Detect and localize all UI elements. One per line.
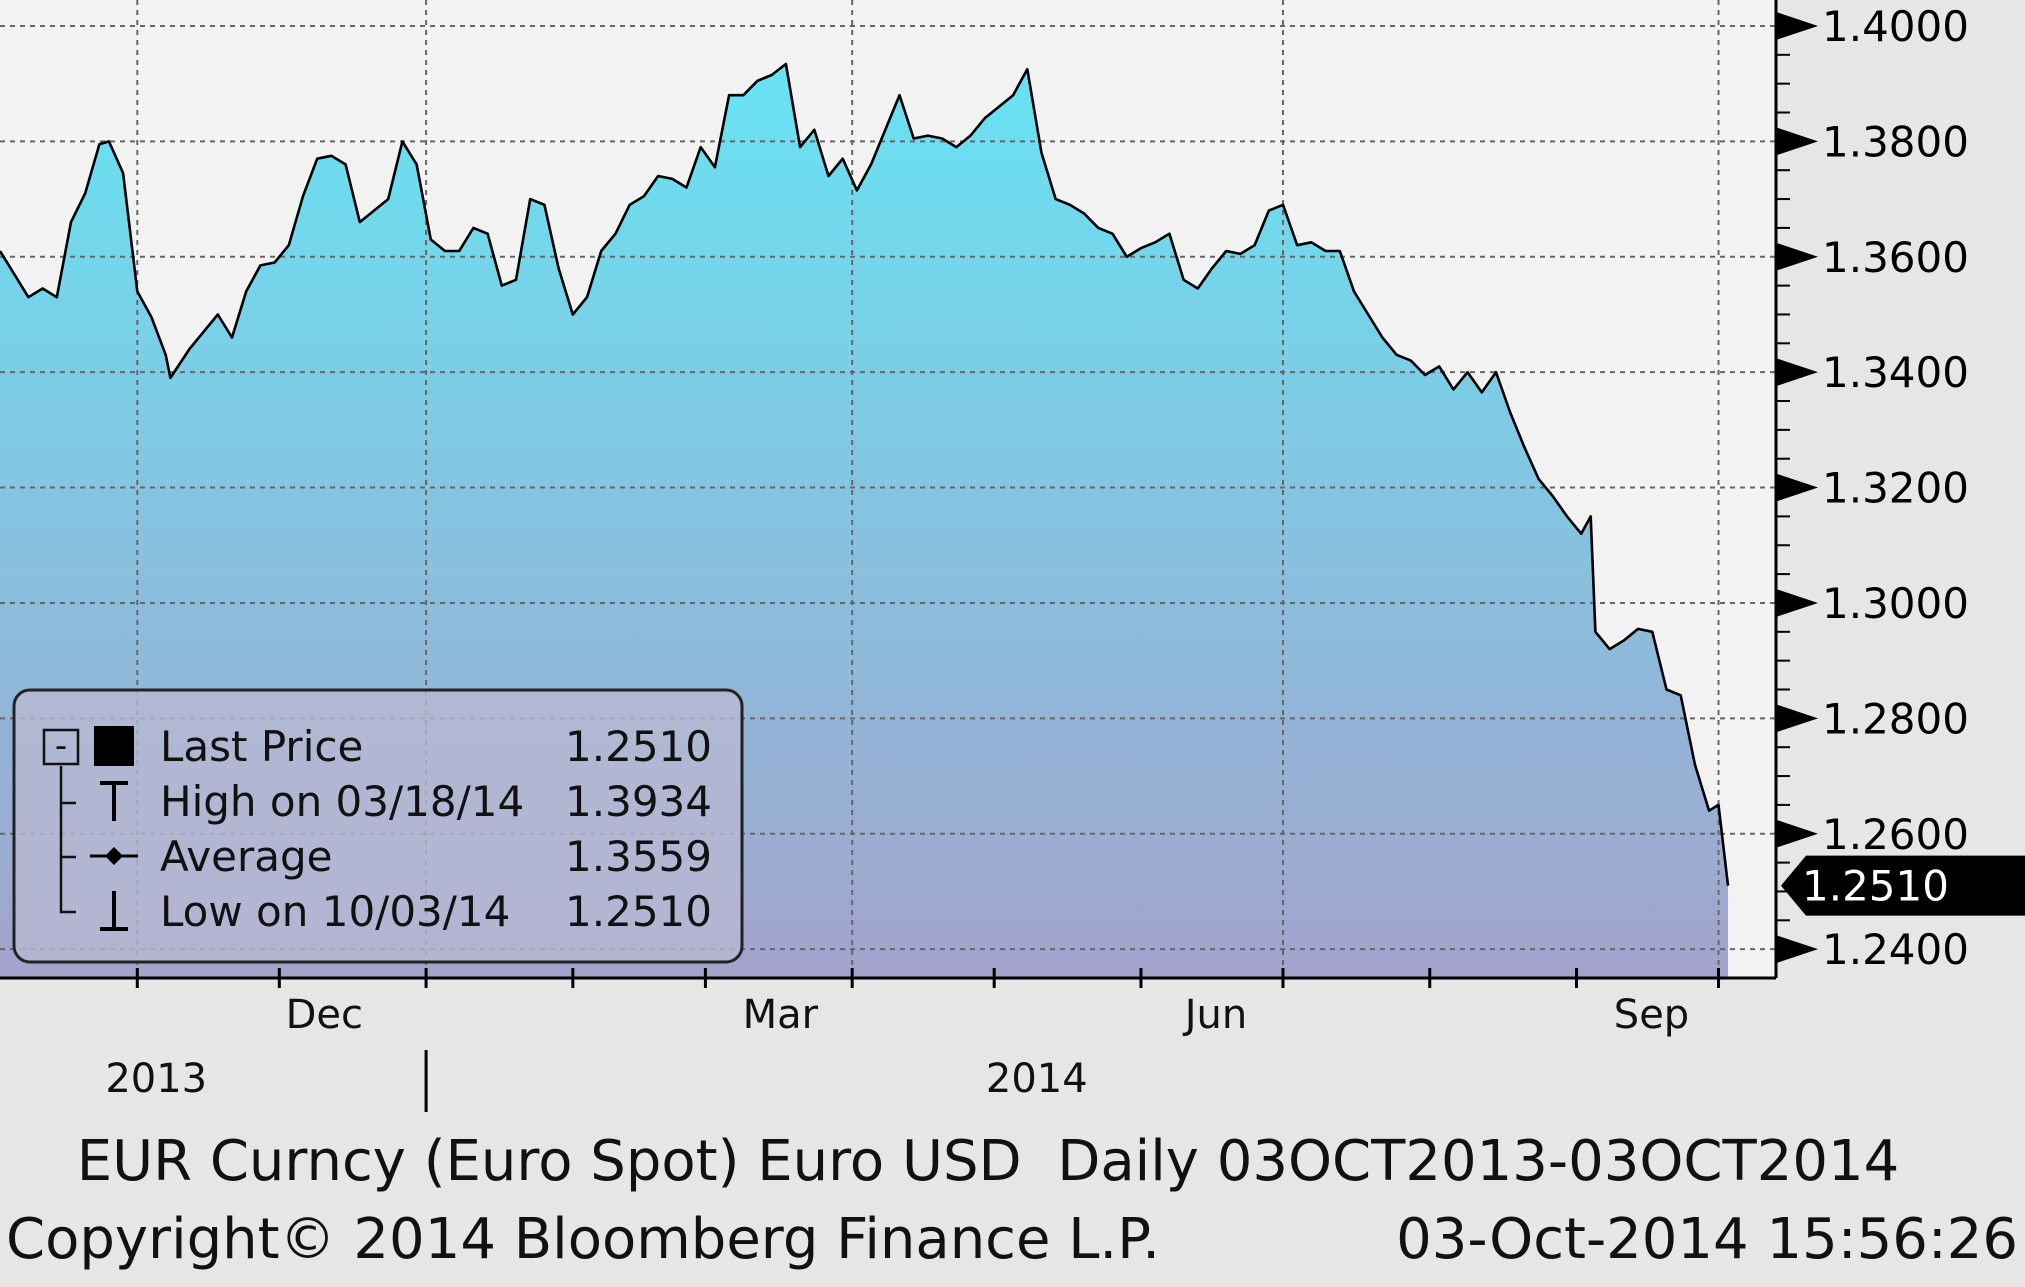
series-line-last-price xyxy=(0,62,1730,886)
y-tick-label: 1.3200 xyxy=(1822,464,1969,513)
x-tick-label: Dec xyxy=(286,992,363,1038)
legend-label: Average xyxy=(160,832,332,881)
footer-timestamp: 03-Oct-2014 15:56:26 xyxy=(1396,1207,2018,1272)
y-tick-marker xyxy=(1776,819,1818,848)
legend-item: Last Price 1.2510 xyxy=(94,722,712,771)
legend-square-icon xyxy=(94,726,134,766)
year-label: 2014 xyxy=(986,1056,1088,1102)
y-tick-label: 1.3400 xyxy=(1822,348,1969,397)
y-tick-marker xyxy=(1776,11,1818,40)
collapse-box-icon[interactable] xyxy=(42,728,80,766)
legend-box xyxy=(12,688,744,964)
collapse-glyph: - xyxy=(55,726,67,766)
footer-title: EUR Curncy (Euro Spot) Euro USD Daily 03… xyxy=(77,1129,1900,1194)
y-tick-marker xyxy=(1776,473,1818,502)
x-tick-label: Mar xyxy=(743,992,819,1038)
legend-value: 1.2510 xyxy=(565,722,712,771)
legend-item: Average 1.3559 xyxy=(90,832,712,881)
x-tick-label: Jun xyxy=(1182,992,1248,1038)
legend-item: Low on 10/03/14 1.2510 xyxy=(100,887,712,936)
legend-collapse-button[interactable]: - xyxy=(42,726,80,766)
y-tick-label: 1.3000 xyxy=(1822,579,1969,628)
legend-value: 1.3934 xyxy=(565,777,712,826)
x-tick-label: Sep xyxy=(1614,992,1689,1038)
last-price-tag xyxy=(1781,855,2025,916)
high-marker-icon xyxy=(100,781,128,821)
legend-value: 1.3559 xyxy=(565,832,712,881)
y-tick-marker xyxy=(1776,935,1818,964)
legend-tree-lines xyxy=(59,766,76,914)
y-tick-marker xyxy=(1776,242,1818,271)
legend-label: High on 03/18/14 xyxy=(160,777,524,826)
last-price-label: 1.2510 xyxy=(1802,862,1949,911)
y-tick-label: 1.4000 xyxy=(1822,2,1969,51)
y-tick-marker xyxy=(1776,127,1818,156)
legend-item: High on 03/18/14 1.3934 xyxy=(100,777,712,826)
y-tick-marker xyxy=(1776,704,1818,733)
y-tick-label: 1.2600 xyxy=(1822,810,1969,859)
y-tick-marker xyxy=(1776,588,1818,617)
y-tick-label: 1.2400 xyxy=(1822,925,1969,974)
year-label: 2013 xyxy=(105,1056,207,1102)
low-marker-icon xyxy=(100,891,128,931)
y-tick-label: 1.3600 xyxy=(1822,233,1969,282)
footer-copyright: Copyright© 2014 Bloomberg Finance L.P. xyxy=(6,1207,1160,1272)
legend-value: 1.2510 xyxy=(565,887,712,936)
y-tick-marker xyxy=(1776,358,1818,387)
legend-label: Last Price xyxy=(160,722,363,771)
legend: - Last Price 1.2510 High on 03/18/14 1.3934 A… xyxy=(12,688,744,964)
y-tick-label: 1.3800 xyxy=(1822,117,1969,166)
legend-label: Low on 10/03/14 xyxy=(160,887,510,936)
y-tick-label: 1.2800 xyxy=(1822,694,1969,743)
average-marker-icon xyxy=(105,847,123,865)
